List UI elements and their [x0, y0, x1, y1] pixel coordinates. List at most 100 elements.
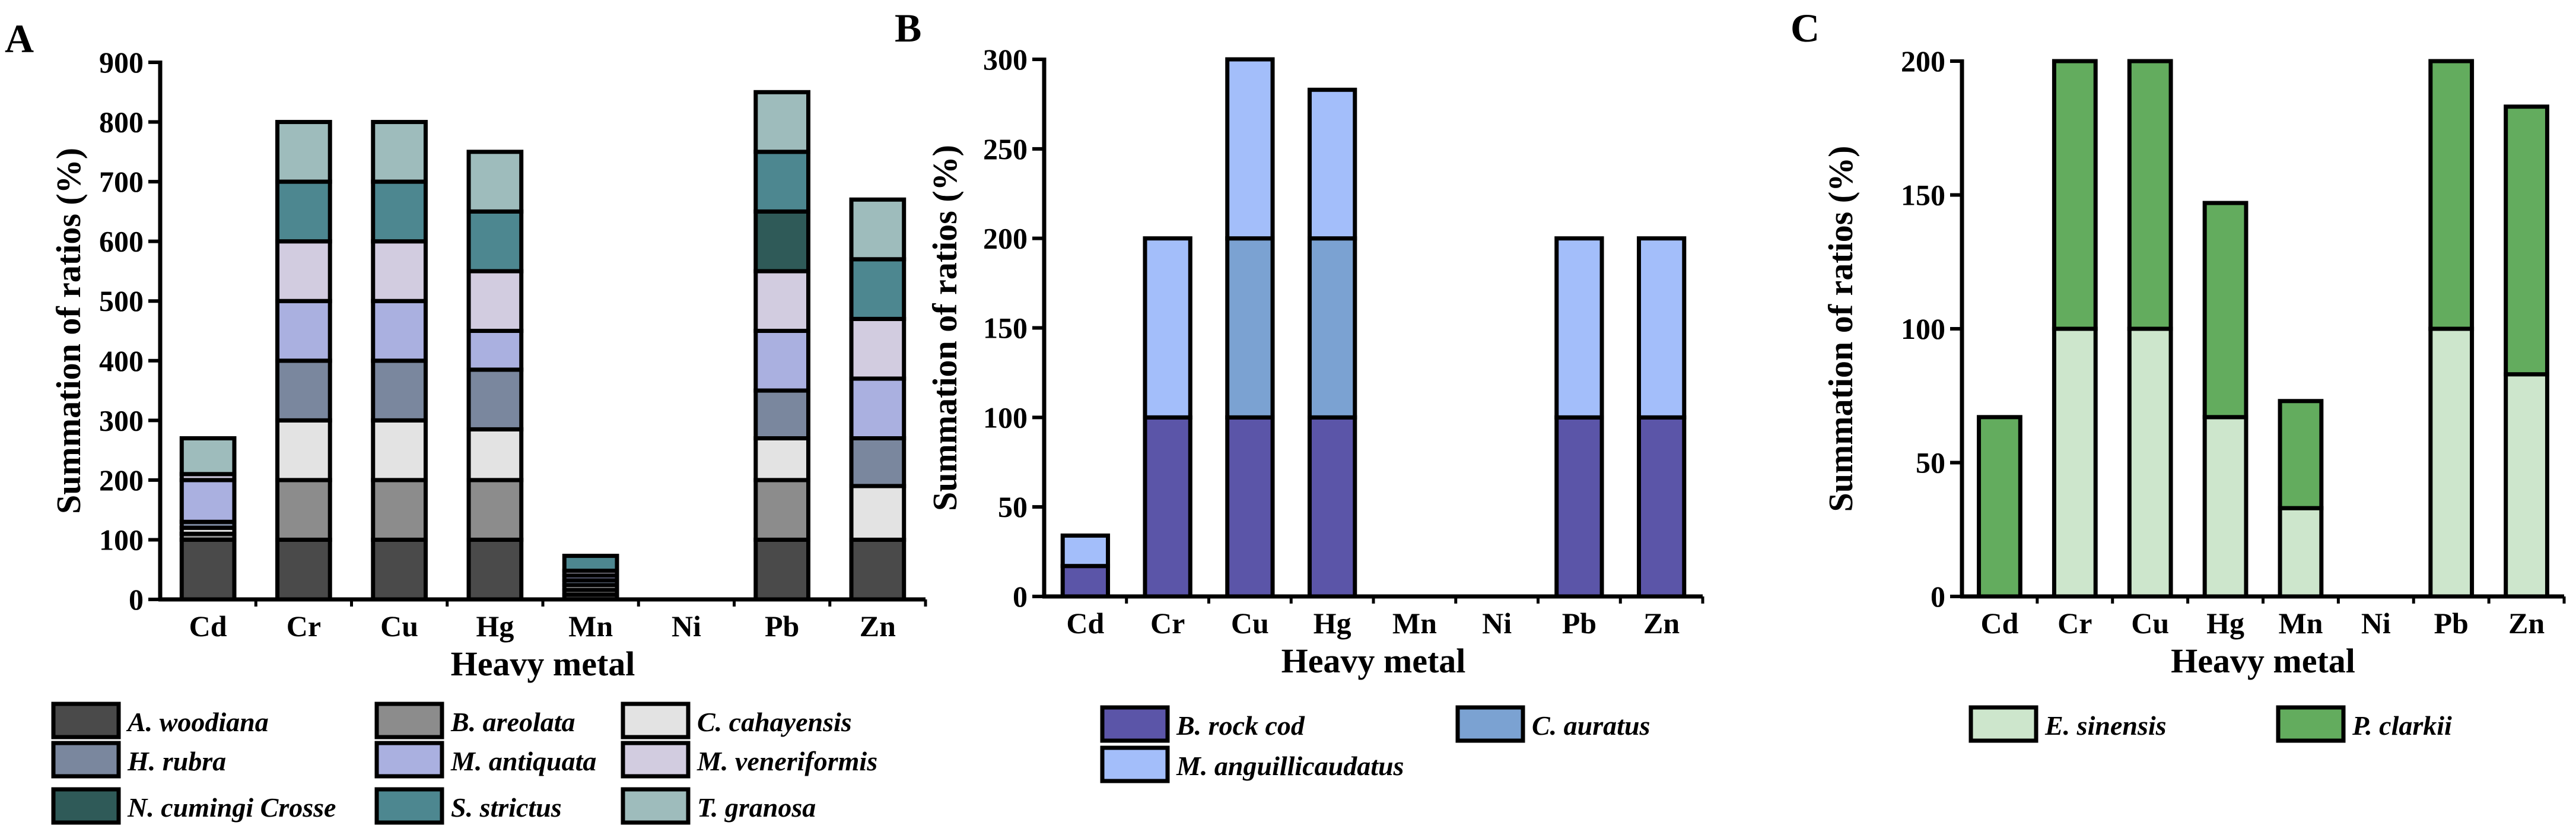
panel-a-bar-cr-h-rubra — [275, 358, 332, 423]
panel-c-bar-pb-e-sinensis — [2428, 326, 2475, 599]
panel-a-ytick-label: 200 — [99, 464, 144, 497]
panel-a-legend-label-t-granosa: T. granosa — [697, 792, 816, 823]
panel-a-xtick-label: Hg — [476, 610, 514, 643]
panel-a-bar-hg-b-areolata — [466, 478, 524, 542]
panel-a-legend-label-b-areolata: B. areolata — [450, 707, 575, 737]
panel-c-xtick-label: Ni — [2361, 607, 2391, 640]
panel-a-legend-label-a-woodiana: A. woodiana — [126, 707, 269, 737]
panel-a-bar-cu-s-strictus — [371, 179, 428, 244]
panel-c-xtick-label: Hg — [2206, 607, 2244, 640]
panel-a-legend-swatch-c-cahayensis — [621, 701, 691, 739]
panel-c-xtick-label: Pb — [2434, 607, 2469, 640]
panel-b-bar-pb-m-anguillicaudatus — [1554, 236, 1604, 420]
panel-b-ytick-label: 150 — [983, 312, 1028, 345]
panel-b-ytick-label: 250 — [983, 132, 1028, 166]
panel-a-bar-cr-b-areolata — [275, 478, 332, 542]
panel-a-letter: A — [5, 16, 34, 61]
panel-a-bar-pb-s-strictus — [753, 150, 810, 214]
panel-b-legend-label-m-anguillicaudatus: M. anguillicaudatus — [1176, 751, 1404, 781]
panel-b-bar-zn-b-rock-cod — [1636, 415, 1687, 599]
panel-b-bar-cu-c-auratus — [1225, 236, 1275, 420]
panel-a-bar-pb-n-cumingi-crosse — [753, 209, 810, 274]
panel-a-xtick-label: Cr — [287, 610, 321, 643]
panel-a-legend-label-c-cahayensis: C. cahayensis — [697, 707, 852, 737]
panel-a-bar-hg-m-antiquata — [466, 329, 524, 372]
panel-a-bar-cr-a-woodiana — [275, 537, 332, 602]
panel-c-legend-label-e-sinensis: E. sinensis — [2044, 710, 2167, 741]
panel-a-bar-mn-s-strictus — [562, 554, 619, 573]
panel-a-xtick-label: Mn — [568, 610, 613, 643]
panel-b-legend-swatch-m-anguillicaudatus — [1100, 745, 1170, 783]
panel-c-bar-hg-p-clarkii — [2202, 201, 2249, 420]
panel-a-bar-hg-c-cahayensis — [466, 427, 524, 483]
panel-b-bar-pb-b-rock-cod — [1554, 415, 1604, 599]
panel-b-letter: B — [895, 5, 921, 50]
panel-a-legend-label-m-veneriformis: M. veneriformis — [697, 746, 877, 776]
panel-c-ytick-label: 200 — [1901, 45, 1945, 78]
panel-b-bar-cu-b-rock-cod — [1225, 415, 1275, 599]
panel-b-legend-swatch-c-auratus — [1455, 705, 1525, 743]
panel-a-ytick-label: 0 — [129, 583, 144, 616]
panel-c-bar-zn-e-sinensis — [2504, 372, 2549, 599]
panel-a-bar-cu-m-veneriformis — [371, 239, 428, 303]
panel-a-bar-cr-m-antiquata — [275, 299, 332, 363]
panel-a-bar-pb-m-antiquata — [753, 329, 810, 393]
panel-b-bar-hg-c-auratus — [1307, 236, 1357, 420]
panel-b-x-axis-title: Heavy metal — [1281, 642, 1466, 680]
panel-c-xtick-label: Cd — [1980, 607, 2018, 640]
panel-a-xtick-label: Ni — [672, 610, 701, 643]
panel-b-ytick-label: 50 — [998, 490, 1028, 523]
panel-a-bar-pb-a-woodiana — [753, 537, 810, 602]
panel-a-bar-cr-s-strictus — [275, 179, 332, 244]
panel-a-bar-cr-m-veneriformis — [275, 239, 332, 303]
panel-b-xtick-label: Mn — [1392, 607, 1437, 640]
panel-b-y-axis-title: Summation of ratios (%) — [926, 145, 964, 511]
panel-a-x-axis-title: Heavy metal — [451, 645, 635, 683]
panel-b-bar-cr-m-anguillicaudatus — [1143, 236, 1192, 420]
panel-c-ytick-label: 50 — [1916, 446, 1945, 480]
panel-b-xtick-label: Cu — [1231, 607, 1269, 640]
panel-b-legend-label-b-rock-cod: B. rock cod — [1176, 710, 1305, 741]
panel-a-bar-cu-h-rubra — [371, 358, 428, 423]
panel-a-bar-cr-c-cahayensis — [275, 418, 332, 483]
panel-a-bar-cd-t-granosa — [179, 436, 237, 477]
panel-c-xtick-label: Cu — [2131, 607, 2169, 640]
panel-a-bar-cu-b-areolata — [371, 478, 428, 542]
panel-c-x-axis-title: Heavy metal — [2171, 642, 2355, 680]
panel-a-bar-zn-t-granosa — [849, 197, 907, 262]
panel-a-ytick-label: 300 — [99, 404, 144, 437]
panel-b-bar-cu-m-anguillicaudatus — [1225, 57, 1275, 241]
panel-c-xtick-label: Mn — [2278, 607, 2323, 640]
panel-a-bar-hg-s-strictus — [466, 209, 524, 274]
panel-a-bar-cu-a-woodiana — [371, 537, 428, 602]
panel-b-ytick-label: 100 — [983, 401, 1028, 434]
panel-c-bar-hg-e-sinensis — [2202, 415, 2249, 599]
panel-a-legend-swatch-b-areolata — [374, 701, 444, 739]
panel-a-ytick-label: 100 — [99, 523, 144, 556]
panel-a-bar-cd-m-antiquata — [179, 478, 237, 524]
panel-b: B 0 50 100 150 200 250 300 Cd Cr Cu Hg Mn Ni Pb Zn Heavy… — [895, 5, 1704, 783]
panel-a-ytick-label: 500 — [99, 284, 144, 318]
panel-a-bar-zn-s-strictus — [849, 257, 907, 321]
panel-a-ytick-label: 700 — [99, 165, 144, 198]
panel-c-bar-zn-p-clarkii — [2504, 104, 2549, 377]
panel-b-xtick-label: Pb — [1562, 607, 1597, 640]
panel-b-ytick-label: 300 — [983, 43, 1028, 76]
panel-c-y-axis-title: Summation of ratios (%) — [1821, 145, 1860, 512]
panel-a-bar-pb-t-granosa — [753, 90, 810, 154]
panel-a-bar-cd-a-woodiana — [179, 537, 237, 602]
panel-a-bar-hg-m-veneriformis — [466, 269, 524, 334]
panel-c-bar-pb-p-clarkii — [2428, 59, 2475, 331]
panel-b-xtick-label: Zn — [1643, 607, 1680, 640]
panel-b-bar-hg-m-anguillicaudatus — [1307, 87, 1357, 241]
panel-a-bar-zn-a-woodiana — [849, 537, 907, 602]
panel-c-bar-mn-p-clarkii — [2278, 399, 2324, 510]
panel-a-legend-label-s-strictus: S. strictus — [451, 792, 562, 823]
panel-a-legend-swatch-h-rubra — [51, 741, 121, 779]
panel-a-legend-label-m-antiquata: M. antiquata — [450, 746, 596, 776]
panel-a-xtick-label: Zn — [860, 610, 896, 643]
panel-b-xtick-label: Cd — [1066, 607, 1104, 640]
panel-a-bar-cr-t-granosa — [275, 120, 332, 184]
panel-a-legend-label-n-cumingi-crosse: N. cumingi Crosse — [127, 792, 336, 823]
